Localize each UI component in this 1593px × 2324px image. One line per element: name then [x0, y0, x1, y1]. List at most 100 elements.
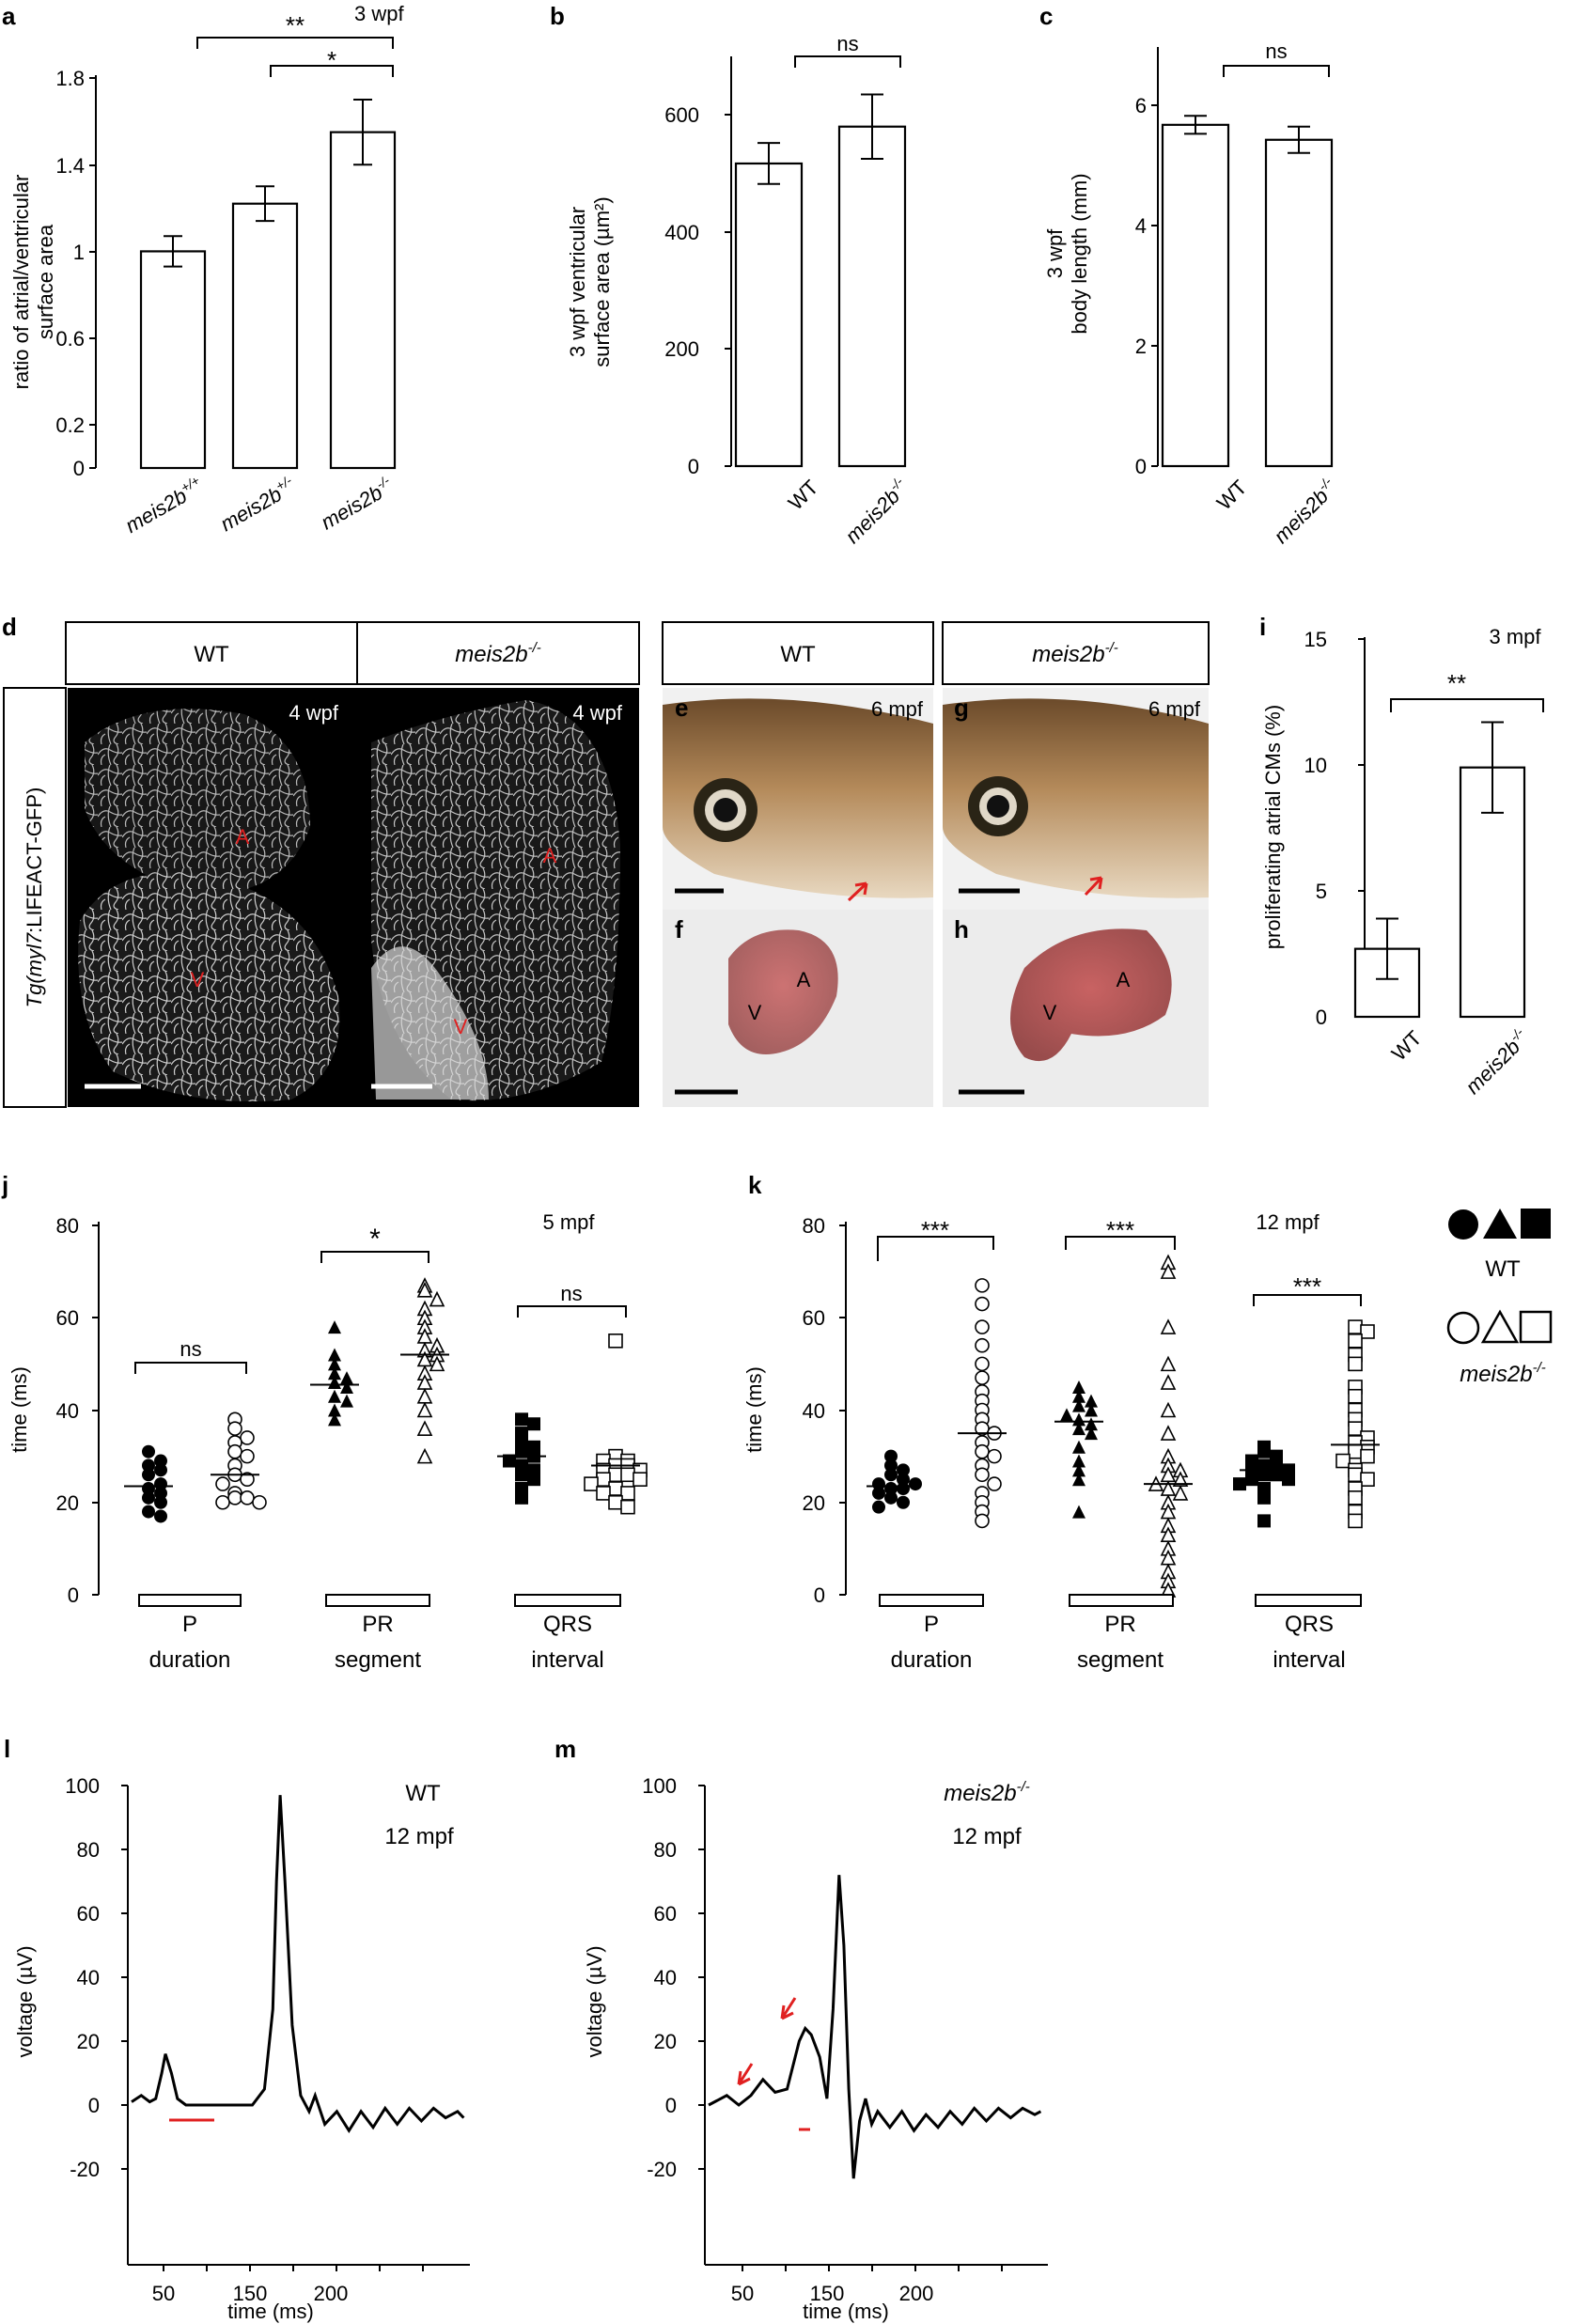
data-point: [620, 1499, 635, 1515]
marker-label: V: [191, 968, 205, 991]
x-tick-label: meis2b-/-: [1268, 474, 1342, 548]
y-tick-label: 100: [642, 1774, 677, 1798]
data-point: [515, 1490, 528, 1505]
panel-k: k 12 mpf 80 60 40 20 0 time (ms) *** ***…: [742, 1171, 1380, 1673]
sig-label: ns: [560, 1282, 582, 1305]
legend-label-mutant: meis2b-/-: [1460, 1360, 1546, 1387]
data-point: [154, 1477, 167, 1491]
group-label: QRS interval: [1273, 1612, 1345, 1673]
y-tick-label: 80: [77, 1838, 100, 1862]
y-axis-label: time (ms): [8, 1366, 31, 1453]
data-point: [416, 1447, 433, 1464]
y-tick-label: 60: [654, 1902, 677, 1926]
error-bar: [757, 142, 780, 185]
data-point: [608, 1481, 623, 1496]
sig-label: ***: [1293, 1272, 1321, 1301]
data-point: [897, 1495, 910, 1509]
data-point: [872, 1477, 885, 1491]
chart-title: 3 wpf: [354, 2, 404, 25]
panel-j: j 5 mpf 80 60 40 20 0 time (ms) ns * ns …: [1, 1171, 648, 1673]
panel-d: d WT meis2b-/- Tg(myl7:LIFEACT-GFP) 4 wp…: [2, 613, 640, 1108]
group-label: PR segment: [335, 1612, 421, 1673]
data-point: [872, 1500, 885, 1514]
error-bar: [353, 99, 372, 166]
data-point: [1233, 1477, 1246, 1491]
panel-letter: a: [2, 2, 16, 30]
x-tick-label: meis2b-/-: [839, 474, 914, 548]
data-point: [620, 1486, 635, 1501]
open-circle-icon: [1446, 1311, 1480, 1345]
panel-letter: l: [4, 1735, 10, 1763]
x-tick-label: 150: [810, 2282, 845, 2305]
data-point: [1160, 1263, 1177, 1279]
data-point: [227, 1443, 242, 1459]
data-point: [1085, 1394, 1098, 1408]
stage-label: 4 wpf: [289, 701, 338, 725]
side-label: Tg(myl7:LIFEACT-GFP): [23, 788, 46, 1008]
data-point: [328, 1403, 341, 1417]
bar: [231, 202, 299, 470]
data-point: [215, 1494, 230, 1510]
marker-label: A: [236, 825, 250, 849]
x-tick-label: WT: [1212, 476, 1252, 515]
panel-l: l WT 12 mpf 100 80 60 40 20 0 -20 50 150…: [4, 1735, 470, 2323]
bar: [1264, 138, 1334, 468]
bar: [139, 250, 207, 470]
header-box: [65, 621, 358, 685]
data-point: [527, 1417, 540, 1431]
sig-label: ***: [921, 1216, 949, 1244]
y-tick-label: 4: [1135, 214, 1147, 238]
data-point: [608, 1467, 623, 1483]
data-point: [633, 1472, 648, 1487]
sig-label: ns: [180, 1337, 201, 1361]
stage-label: 6 mpf: [871, 697, 924, 721]
significance-bracket: [794, 55, 901, 68]
data-point: [416, 1281, 433, 1298]
marker-label: V: [748, 1001, 762, 1024]
open-square-icon: [1519, 1310, 1553, 1344]
y-axis-label: 3 wpfbody length (mm): [1043, 173, 1091, 334]
data-point: [1257, 1490, 1271, 1505]
x-tick-label: meis2b+/+: [120, 473, 207, 538]
y-tick-label: 80: [56, 1214, 79, 1238]
side-label-box: [3, 687, 67, 1108]
y-axis-label: 3 wpf ventricularsurface area (µm²): [566, 196, 614, 367]
y-ticks: [839, 1224, 846, 1596]
y-tick-label: 0: [688, 455, 699, 478]
y-tick-label: 1: [73, 241, 85, 264]
panel-letter: m: [554, 1735, 576, 1763]
x-ticks: [742, 2265, 1003, 2271]
panel-letter: h: [954, 915, 969, 944]
data-point: [897, 1463, 910, 1477]
header-label: WT: [780, 642, 816, 667]
bar: [734, 162, 804, 468]
panel-m: m meis2b-/- 12 mpf 100 80 60 40 20 0 -20…: [554, 1735, 1048, 2323]
data-point: [1072, 1398, 1085, 1412]
x-tick-label: WT: [784, 476, 823, 515]
y-axis-label: time (ms): [742, 1366, 766, 1453]
sig-label: *: [327, 46, 336, 74]
data-point: [340, 1394, 353, 1408]
data-point: [975, 1370, 990, 1385]
data-point: [154, 1509, 167, 1523]
data-point: [227, 1421, 242, 1436]
y-tick-label: 2: [1135, 335, 1147, 358]
y-tick-label: 60: [803, 1306, 825, 1330]
fish-body: [663, 698, 933, 898]
panel-i: i 3 mpf 15 10 5 0 proliferating atrial C…: [1259, 613, 1544, 1099]
data-point: [1172, 1485, 1189, 1501]
data-point: [975, 1278, 990, 1293]
marker-label: A: [1117, 968, 1131, 991]
bar-series: [734, 93, 907, 468]
data-point: [142, 1505, 155, 1519]
sig-label: ns: [836, 32, 858, 55]
data-point: [1360, 1448, 1375, 1464]
y-tick-label: 80: [803, 1214, 825, 1238]
data-point: [897, 1473, 910, 1487]
data-point: [1348, 1443, 1363, 1459]
data-point: [1160, 1425, 1177, 1441]
data-point: [1348, 1334, 1363, 1349]
heart-tissue: [1010, 928, 1172, 1062]
data-point: [884, 1458, 898, 1473]
